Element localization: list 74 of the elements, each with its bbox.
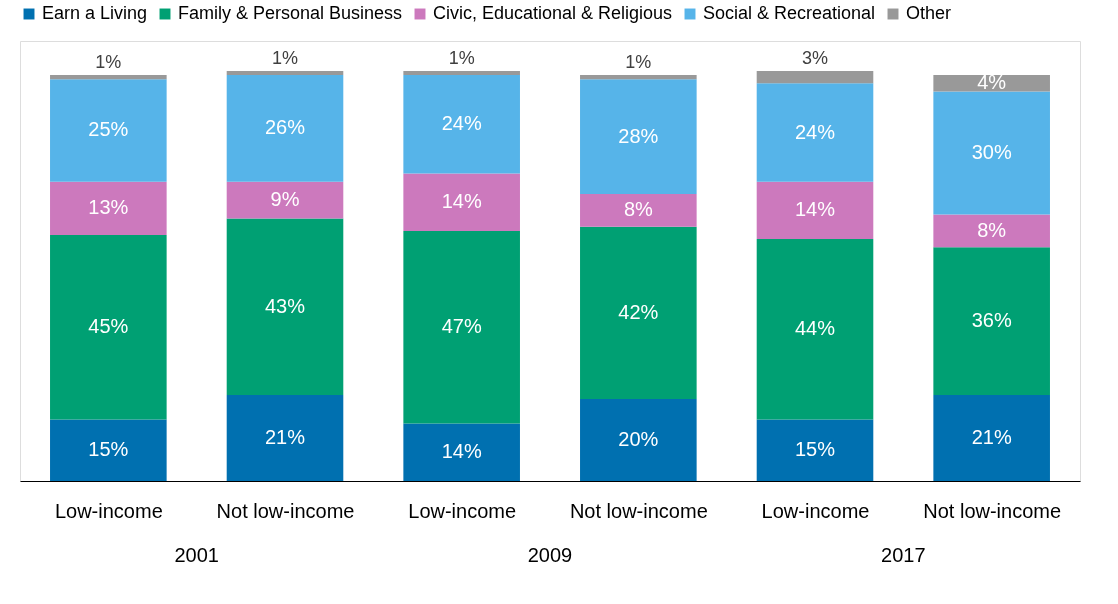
- data-label: 45%: [88, 315, 129, 338]
- bar: [756, 419, 874, 481]
- x-tick-label: Low-income: [54, 499, 163, 522]
- bar: [933, 75, 1050, 92]
- x-tick-label: Not low-income: [923, 499, 1062, 522]
- legend-label: Other: [906, 3, 952, 23]
- data-label: 14%: [441, 440, 482, 463]
- text: 2017: [881, 544, 926, 566]
- data-label: 20%: [618, 428, 659, 450]
- data-label: 15%: [88, 438, 129, 461]
- bar: [403, 423, 520, 481]
- data-label: 14%: [441, 190, 482, 213]
- bar: [226, 181, 344, 219]
- data-label: 1%: [625, 52, 652, 73]
- bar: [756, 71, 874, 84]
- data-label: 42%: [618, 300, 659, 323]
- data-label: 36%: [971, 309, 1012, 332]
- bar: [933, 214, 1050, 248]
- data-label: 9%: [270, 188, 300, 211]
- bar: [50, 181, 167, 235]
- bar: [756, 83, 874, 182]
- data-label: 8%: [623, 198, 653, 221]
- bar: [226, 394, 344, 481]
- legend-label: Earn a Living: [42, 3, 148, 23]
- bar: [403, 71, 520, 76]
- bar: [580, 194, 697, 227]
- data-label: 26%: [264, 116, 306, 139]
- text: 2009: [527, 544, 573, 566]
- data-label: 15%: [794, 438, 836, 461]
- data-label: 1%: [95, 52, 122, 73]
- bar: [50, 79, 167, 182]
- data-label: 21%: [971, 425, 1012, 448]
- data-label: 1%: [448, 48, 475, 68]
- bar: [756, 239, 874, 420]
- legend-label: Family & Personal Business: [178, 3, 403, 23]
- data-label: 1%: [271, 48, 299, 68]
- bar: [580, 226, 697, 399]
- data-label: 13%: [88, 196, 129, 219]
- data-label: 44%: [794, 317, 836, 340]
- data-label: 28%: [618, 124, 659, 147]
- bar: [756, 181, 874, 240]
- data-label: 8%: [977, 218, 1007, 241]
- bar: [933, 91, 1050, 215]
- data-label: 25%: [88, 118, 129, 141]
- x-tick-label: Low-income: [761, 499, 870, 522]
- bar: [50, 235, 167, 420]
- bar: [403, 173, 520, 231]
- bar: [580, 399, 697, 481]
- data-label: 4%: [977, 71, 1007, 94]
- text: 2001: [174, 544, 219, 566]
- bar: [226, 218, 344, 395]
- bar: [403, 230, 520, 424]
- x-tick-label: Not low-income: [569, 499, 708, 522]
- data-label: 47%: [441, 315, 482, 338]
- data-label: 24%: [794, 120, 836, 143]
- bar: [580, 75, 697, 80]
- bar: [226, 71, 344, 76]
- x-tick-label: Not low-income: [216, 499, 355, 522]
- data-label: 43%: [264, 294, 306, 317]
- data-label: 3%: [801, 48, 829, 68]
- bar: [933, 394, 1050, 481]
- bar: [50, 75, 167, 80]
- legend-label: Civic, Educational & Religious: [433, 3, 673, 23]
- data-label: 14%: [794, 198, 836, 221]
- bar: [580, 79, 697, 194]
- legend-label: Social & Recreational: [703, 3, 876, 23]
- data-label: 30%: [971, 141, 1012, 163]
- bar: [403, 75, 520, 174]
- data-label: 21%: [264, 425, 306, 448]
- data-label: 24%: [441, 112, 482, 135]
- bar: [226, 75, 344, 182]
- bar: [50, 419, 167, 481]
- x-tick-label: Low-income: [408, 499, 517, 522]
- bar: [933, 247, 1050, 395]
